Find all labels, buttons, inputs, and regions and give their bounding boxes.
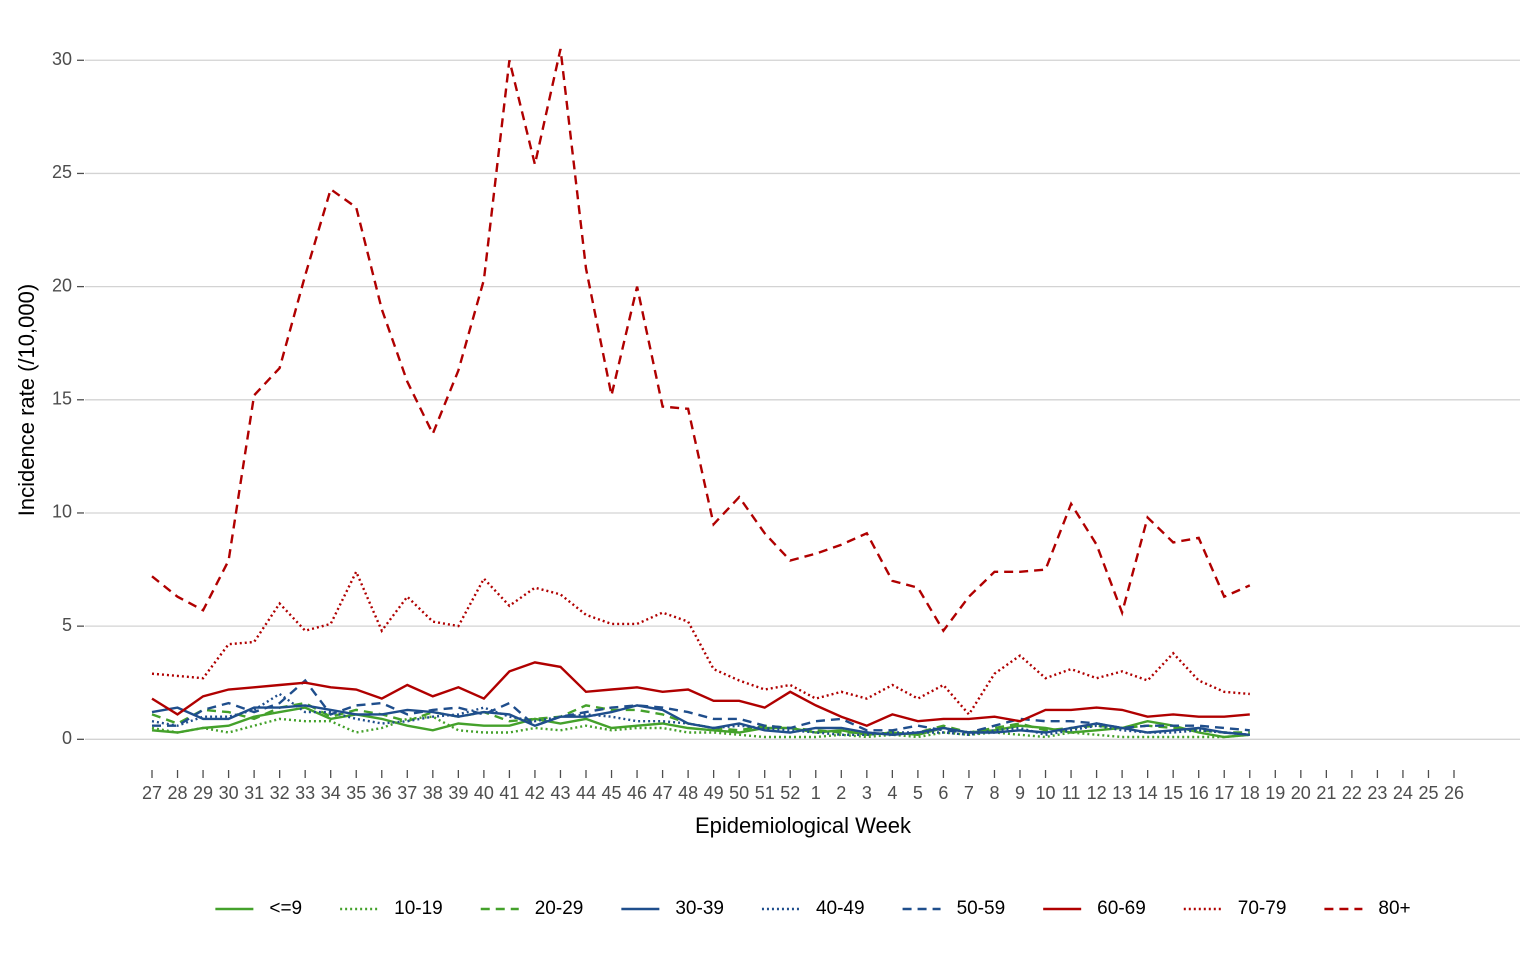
x-tick-label: 49 [704,783,724,803]
series-line [151,48,1251,633]
x-tick-label: 26 [1444,783,1464,803]
y-axis-title: Incidence rate (/10,000) [14,284,39,516]
x-tick-label: 43 [550,783,570,803]
x-tick-label: 32 [270,783,290,803]
x-tick-label: 9 [1015,783,1025,803]
x-tick-label: 4 [887,783,897,803]
x-tick-label: 45 [602,783,622,803]
x-tick-label: 6 [938,783,948,803]
legend-label: 80+ [1378,898,1410,919]
y-tick-label: 25 [52,162,72,182]
x-tick-label: 28 [168,783,188,803]
x-tick-label: 34 [321,783,341,803]
legend: <=9 10-19 20-29 30-39 40-49 50-59 60-69 70-79 80… [215,898,1411,919]
x-tick-label: 41 [499,783,519,803]
x-tick-label: 51 [755,783,775,803]
x-tick-label: 52 [780,783,800,803]
x-tick-label: 35 [346,783,366,803]
legend-label: 70-79 [1238,898,1287,919]
x-tick-label: 38 [423,783,443,803]
x-tick-label: 30 [219,783,239,803]
x-tick-label: 16 [1189,783,1209,803]
x-tick-label: 21 [1316,783,1336,803]
x-tick-label: 1 [811,783,821,803]
x-tick-label: 40 [474,783,494,803]
x-tick-label: 23 [1367,783,1387,803]
legend-label: 10-19 [394,898,443,919]
series-line [151,568,1250,717]
x-tick-label: 31 [244,783,264,803]
legend-label: 30-39 [675,898,724,919]
x-tick-label: 8 [989,783,999,803]
x-tick-label: 33 [295,783,315,803]
x-tick-label: 5 [913,783,923,803]
x-tick-label: 24 [1393,783,1413,803]
y-tick-label: 15 [52,389,72,409]
legend-label: <=9 [269,898,302,919]
y-tick-label: 0 [62,728,72,748]
x-tick-label: 10 [1036,783,1056,803]
x-tick-label: 3 [862,783,872,803]
x-tick-label: 22 [1342,783,1362,803]
x-tick-label: 25 [1418,783,1438,803]
x-tick-label: 42 [525,783,545,803]
x-tick-label: 12 [1087,783,1107,803]
x-tick-label: 11 [1062,783,1081,803]
y-tick-label: 5 [62,615,72,635]
x-tick-label: 13 [1112,783,1132,803]
y-tick-label: 30 [52,49,72,69]
x-tick-label: 50 [729,783,749,803]
x-tick-label: 7 [964,783,974,803]
x-tick-label: 48 [678,783,698,803]
legend-label: 40-49 [816,898,865,919]
x-tick-label: 27 [142,783,162,803]
series-line [152,678,1250,734]
series-line [151,715,1250,739]
x-tick-label: 20 [1291,783,1311,803]
x-axis-title: Epidemiological Week [695,813,912,838]
series-line [151,704,1250,737]
y-tick-label: 10 [52,502,72,522]
x-tick-label: 46 [627,783,647,803]
x-tick-label: 37 [397,783,417,803]
x-tick-label: 17 [1214,783,1234,803]
x-tick-label: 19 [1265,783,1285,803]
x-tick-label: 18 [1240,783,1260,803]
legend-label: 50-59 [957,898,1006,919]
series-line [151,661,1250,727]
x-tick-label: 2 [836,783,846,803]
legend-label: 20-29 [535,898,584,919]
legend-label: 60-69 [1097,898,1146,919]
x-tick-label: 29 [193,783,213,803]
y-tick-label: 20 [52,275,72,295]
x-tick-label: 14 [1138,783,1158,803]
x-tick-label: 39 [448,783,468,803]
x-tick-label: 15 [1163,783,1183,803]
x-tick-label: 36 [372,783,392,803]
x-tick-label: 47 [653,783,673,803]
x-tick-label: 44 [576,783,596,803]
